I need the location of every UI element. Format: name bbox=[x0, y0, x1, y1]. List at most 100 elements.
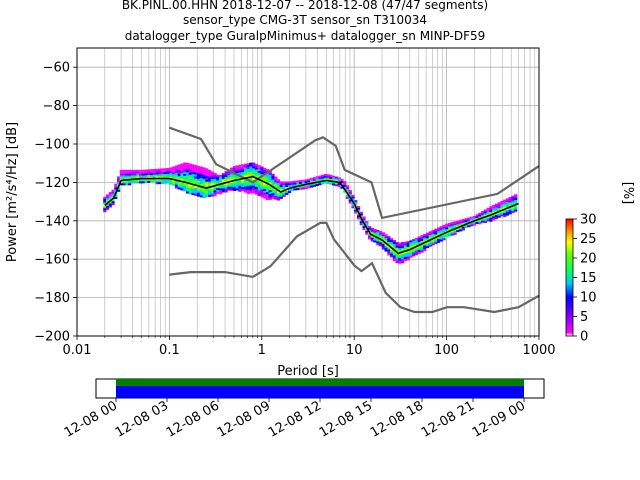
density-cell bbox=[238, 185, 242, 188]
density-cell bbox=[246, 163, 250, 166]
density-cell bbox=[505, 205, 510, 208]
density-cell bbox=[486, 217, 490, 220]
density-cell bbox=[381, 232, 385, 235]
density-cell bbox=[141, 181, 146, 184]
density-cell bbox=[481, 214, 485, 217]
density-cell bbox=[254, 167, 259, 170]
density-cell bbox=[318, 177, 322, 180]
density-cell bbox=[370, 231, 374, 234]
density-cell bbox=[141, 175, 146, 178]
density-cell bbox=[185, 170, 190, 173]
density-cell bbox=[384, 249, 388, 252]
density-cell bbox=[194, 170, 198, 173]
density-cell bbox=[274, 176, 278, 179]
density-cell bbox=[263, 196, 267, 199]
density-cell bbox=[359, 223, 363, 226]
density-cell bbox=[202, 194, 206, 197]
density-cell bbox=[362, 226, 366, 229]
density-cell bbox=[191, 164, 195, 167]
density-cell bbox=[276, 186, 281, 189]
density-cell bbox=[467, 217, 471, 220]
y-tick-label: −140 bbox=[34, 214, 70, 229]
density-cell bbox=[227, 173, 231, 176]
density-cell bbox=[494, 203, 499, 206]
density-cell bbox=[436, 227, 441, 230]
density-cell bbox=[238, 168, 242, 171]
density-cell bbox=[365, 225, 369, 228]
density-cell bbox=[379, 236, 383, 239]
density-cell bbox=[111, 203, 115, 206]
density-cell bbox=[398, 256, 402, 259]
density-cell bbox=[425, 234, 430, 237]
density-cell bbox=[117, 178, 121, 181]
density-cell bbox=[268, 172, 272, 175]
density-cell bbox=[334, 182, 339, 185]
density-cell bbox=[260, 195, 264, 198]
density-cell bbox=[185, 168, 190, 171]
density-cell bbox=[213, 178, 217, 181]
density-cell bbox=[180, 175, 184, 178]
density-cell bbox=[285, 181, 289, 184]
density-cell bbox=[276, 196, 281, 199]
density-cell bbox=[260, 181, 264, 184]
density-cell bbox=[241, 171, 245, 174]
density-cell bbox=[243, 167, 248, 170]
density-cell bbox=[398, 261, 402, 264]
density-cell bbox=[279, 187, 283, 190]
density-cell bbox=[337, 179, 341, 182]
density-cell bbox=[458, 221, 463, 224]
density-cell bbox=[238, 187, 242, 190]
density-cell bbox=[202, 196, 206, 199]
density-cell bbox=[185, 189, 190, 192]
density-cell bbox=[125, 173, 129, 176]
density-cell bbox=[414, 253, 419, 256]
density-cell bbox=[166, 171, 170, 174]
density-cell bbox=[219, 192, 223, 195]
density-cell bbox=[453, 228, 457, 231]
time-tick-label: 12-08 12 bbox=[266, 398, 324, 440]
density-cell bbox=[205, 170, 209, 173]
density-cell bbox=[196, 181, 201, 184]
density-cell bbox=[268, 196, 272, 199]
density-cell bbox=[230, 177, 234, 180]
density-cell bbox=[503, 199, 507, 202]
density-cell bbox=[505, 211, 510, 214]
density-cell bbox=[492, 206, 496, 209]
density-cell bbox=[508, 202, 512, 205]
density-cell bbox=[268, 186, 272, 189]
density-cell bbox=[199, 176, 203, 179]
density-cell bbox=[296, 180, 300, 183]
density-cell bbox=[348, 201, 352, 204]
density-cell bbox=[202, 169, 206, 172]
density-cell bbox=[216, 176, 220, 179]
density-cell bbox=[409, 251, 413, 254]
density-cell bbox=[282, 181, 286, 184]
density-cell bbox=[260, 193, 264, 196]
density-cell bbox=[417, 242, 421, 245]
density-cell bbox=[290, 182, 294, 185]
density-cell bbox=[221, 175, 226, 178]
density-cell bbox=[183, 179, 187, 182]
density-cell bbox=[436, 240, 441, 243]
density-cell bbox=[161, 174, 165, 177]
density-cell bbox=[392, 253, 396, 256]
density-cell bbox=[412, 241, 416, 244]
density-cell bbox=[254, 190, 259, 193]
density-cell bbox=[136, 179, 140, 182]
density-cell bbox=[257, 169, 261, 172]
y-tick-label: −60 bbox=[43, 61, 70, 76]
density-cell bbox=[169, 171, 173, 174]
density-cell bbox=[367, 237, 372, 240]
density-cell bbox=[205, 181, 209, 184]
density-cell bbox=[194, 180, 198, 183]
density-cell bbox=[376, 233, 380, 236]
density-cell bbox=[243, 188, 248, 191]
density-cell bbox=[125, 175, 129, 178]
density-cell bbox=[348, 190, 352, 193]
high-noise-model bbox=[169, 126, 539, 220]
density-cell bbox=[434, 232, 438, 235]
density-cell bbox=[130, 177, 134, 180]
density-cell bbox=[315, 178, 319, 181]
density-cell bbox=[431, 241, 435, 244]
density-cell bbox=[497, 204, 501, 207]
